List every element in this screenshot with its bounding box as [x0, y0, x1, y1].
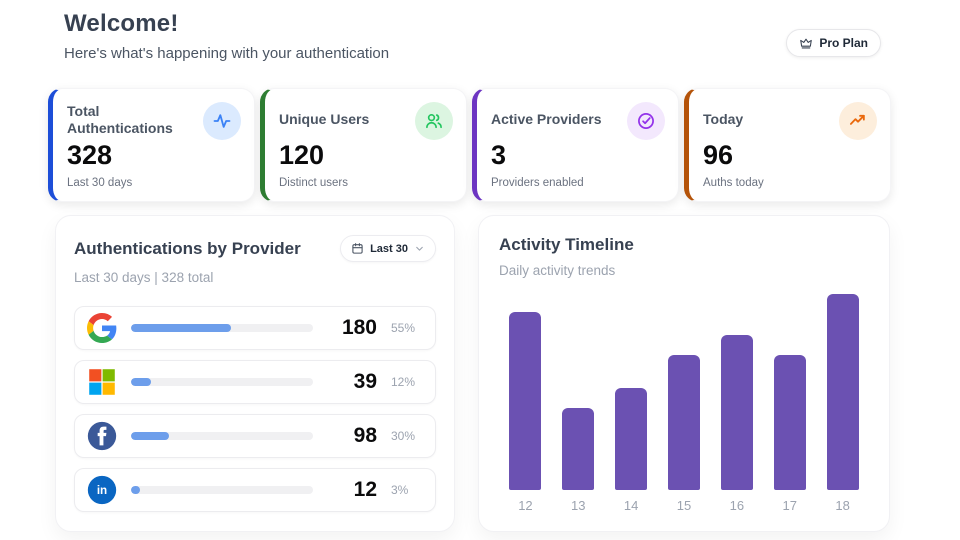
stat-sublabel: Last 30 days — [67, 177, 133, 189]
provider-list: 180 55% 39 12% — [74, 306, 436, 512]
timeline-bar[interactable] — [615, 388, 648, 490]
provider-bar-track — [131, 486, 313, 494]
stat-card: Total Authentications 328 Last 30 days — [48, 88, 255, 202]
timeline-bar-slot: 14 — [605, 388, 658, 514]
provider-value: 180 — [341, 316, 377, 339]
date-range-filter-button[interactable]: Last 30 — [340, 235, 436, 262]
stat-value: 120 — [279, 140, 325, 170]
stat-sublabel: Auths today — [703, 177, 764, 189]
activity-chart: 12 13 14 15 16 17 18 — [499, 292, 869, 514]
calendar-icon — [351, 242, 364, 255]
stat-value: 3 — [491, 140, 507, 170]
plan-badge-label: Pro Plan — [819, 36, 868, 50]
stat-sublabel: Distinct users — [279, 177, 349, 189]
timeline-bar-label: 15 — [676, 498, 692, 513]
provider-row-microsoft: 39 12% — [74, 360, 436, 404]
timeline-bar[interactable] — [509, 312, 542, 490]
timeline-bar[interactable] — [562, 408, 595, 490]
provider-value: 12 — [353, 478, 377, 501]
timeline-bar-label: 17 — [782, 498, 797, 513]
page-title: Welcome! — [64, 10, 179, 37]
pro-plan-badge[interactable]: Pro Plan — [786, 29, 881, 57]
activity-icon — [203, 102, 241, 140]
provider-percent: 12% — [391, 375, 416, 389]
page-subtitle: Here's what's happening with your authen… — [64, 45, 390, 62]
provider-row-google: 180 55% — [74, 306, 436, 350]
stat-label: Active Providers — [491, 111, 602, 128]
stats-row: Total Authentications 328 Last 30 days U… — [48, 88, 891, 202]
trending-up-icon — [839, 102, 877, 140]
stat-label: Total Authentications — [67, 102, 173, 137]
chevron-down-icon — [414, 243, 425, 254]
timeline-bar[interactable] — [720, 335, 753, 490]
providers-panel: Authentications by Provider Last 30 Last… — [55, 215, 455, 532]
timeline-bar-slot: 18 — [816, 294, 869, 514]
timeline-bar-label: 16 — [729, 498, 745, 513]
timeline-bar-slot: 12 — [499, 312, 552, 514]
stat-card: Active Providers 3 Providers enabled — [472, 88, 679, 202]
timeline-bar-slot: 17 — [763, 355, 816, 514]
stat-label: Unique Users — [279, 111, 370, 128]
provider-bar-fill — [131, 324, 232, 332]
timeline-panel: Activity Timeline Daily activity trends … — [478, 215, 890, 532]
provider-percent: 30% — [391, 429, 416, 443]
timeline-bar-slot: 13 — [552, 408, 605, 514]
timeline-panel-subtitle: Daily activity trends — [499, 263, 616, 278]
timeline-bar-label: 18 — [835, 498, 850, 513]
providers-panel-title: Authentications by Provider — [74, 238, 301, 258]
provider-bar-track — [131, 378, 313, 386]
crown-icon — [799, 36, 813, 50]
linkedin-logo-icon: in — [87, 475, 117, 505]
timeline-panel-title: Activity Timeline — [499, 235, 634, 254]
stat-label: Today — [703, 111, 744, 128]
microsoft-logo-icon — [87, 367, 117, 397]
date-range-label: Last 30 — [370, 242, 408, 255]
provider-bar-fill — [131, 432, 170, 440]
timeline-bar-slot: 16 — [710, 335, 763, 514]
timeline-bar-label: 12 — [518, 498, 533, 513]
provider-percent: 55% — [391, 321, 416, 335]
svg-text:in: in — [97, 484, 107, 497]
main-panels: Authentications by Provider Last 30 Last… — [55, 215, 890, 532]
timeline-bar-slot: 15 — [658, 355, 711, 514]
provider-row-linkedin: in 12 3% — [74, 468, 436, 512]
provider-bar-fill — [131, 486, 141, 494]
timeline-bar[interactable] — [773, 355, 806, 490]
provider-row-facebook: 98 30% — [74, 414, 436, 458]
timeline-bar-label: 13 — [571, 498, 586, 513]
provider-bar-fill — [131, 378, 152, 386]
stat-sublabel: Providers enabled — [491, 177, 584, 189]
timeline-bar-label: 14 — [623, 498, 639, 513]
users-icon — [415, 102, 453, 140]
provider-percent: 3% — [391, 483, 409, 497]
stat-value: 328 — [67, 140, 113, 170]
timeline-bar[interactable] — [826, 294, 859, 490]
page-header: Welcome! Here's what's happening with yo… — [64, 10, 389, 62]
facebook-logo-icon — [87, 421, 117, 451]
provider-bar-track — [131, 432, 313, 440]
stat-card: Unique Users 120 Distinct users — [260, 88, 467, 202]
check-circle-icon — [627, 102, 665, 140]
stat-value: 96 — [703, 140, 734, 170]
timeline-bar[interactable] — [668, 355, 700, 490]
providers-panel-subtitle: Last 30 days | 328 total — [74, 270, 214, 285]
provider-bar-track — [131, 324, 313, 332]
provider-value: 39 — [353, 370, 377, 393]
stat-card: Today 96 Auths today — [684, 88, 891, 202]
google-logo-icon — [87, 313, 117, 343]
provider-value: 98 — [353, 424, 377, 447]
